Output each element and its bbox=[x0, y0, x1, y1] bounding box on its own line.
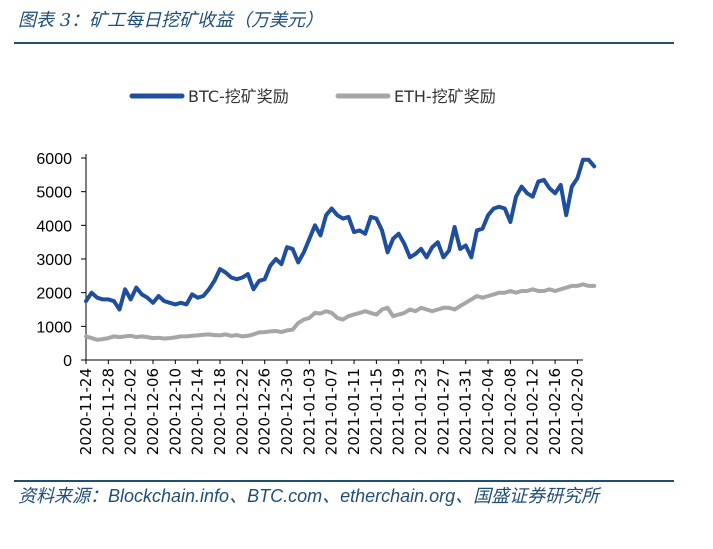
legend-label-btc: BTC-挖矿奖励 bbox=[188, 87, 289, 106]
source-rule bbox=[14, 480, 674, 482]
source-separator: 、 bbox=[229, 486, 248, 507]
x-tick-label: 2021-02-20 bbox=[568, 368, 586, 455]
x-tick-label: 2020-12-06 bbox=[144, 368, 162, 455]
source-separator: 、 bbox=[455, 486, 474, 507]
x-tick-label: 2020-11-24 bbox=[77, 368, 95, 455]
y-tick-label: 4000 bbox=[36, 218, 72, 235]
x-tick-label: 2021-01-19 bbox=[390, 368, 408, 455]
x-tick-label: 2020-12-26 bbox=[256, 368, 274, 455]
x-tick-label: 2020-12-10 bbox=[166, 368, 184, 455]
source-separator: 、 bbox=[322, 486, 341, 507]
series-line-btc bbox=[84, 157, 597, 312]
source-item: BTC.com bbox=[247, 486, 323, 506]
x-tick-label: 2020-12-22 bbox=[233, 368, 251, 455]
x-tick-label: 2020-12-30 bbox=[278, 368, 296, 455]
x-tick-label: 2021-01-11 bbox=[345, 368, 363, 455]
y-tick-label: 6000 bbox=[36, 151, 72, 168]
x-tick-label: 2021-01-31 bbox=[457, 368, 475, 455]
y-tick-label: 2000 bbox=[36, 286, 72, 303]
x-tick-label: 2021-02-04 bbox=[479, 368, 497, 455]
x-tick-label: 2021-02-08 bbox=[501, 368, 519, 455]
x-tick-label: 2021-01-27 bbox=[434, 368, 452, 455]
x-tick-label: 2020-12-14 bbox=[189, 368, 207, 455]
x-tick-label: 2020-11-28 bbox=[99, 368, 117, 455]
x-tick-label: 2020-12-18 bbox=[211, 368, 229, 455]
source-note: 资料来源：Blockchain.info、BTC.com、etherchain.… bbox=[18, 485, 668, 508]
x-tick-label: 2021-02-16 bbox=[546, 368, 564, 455]
x-tick-label: 2021-02-12 bbox=[524, 368, 542, 455]
series-line-eth bbox=[84, 282, 597, 342]
x-tick-label: 2021-01-03 bbox=[300, 368, 318, 455]
figure-title: 图表 3：矿工每日挖矿收益（万美元） bbox=[18, 10, 324, 31]
y-tick-label: 3000 bbox=[36, 252, 72, 269]
x-tick-label: 2021-01-07 bbox=[323, 368, 341, 455]
x-tick-label: 2021-01-23 bbox=[412, 368, 430, 455]
source-item: Blockchain.info bbox=[108, 486, 230, 506]
y-tick-label: 5000 bbox=[36, 185, 72, 202]
legend-label-eth: ETH-挖矿奖励 bbox=[394, 87, 496, 106]
source-item: etherchain.org bbox=[340, 486, 456, 506]
x-tick-label: 2021-01-15 bbox=[367, 368, 385, 455]
source-item: 国盛证券研究所 bbox=[473, 486, 600, 507]
y-tick-label: 1000 bbox=[36, 319, 72, 336]
y-tick-label: 0 bbox=[63, 353, 72, 370]
title-rule bbox=[14, 42, 674, 44]
source-label: 资料来源： bbox=[18, 486, 108, 507]
x-tick-label: 2020-12-02 bbox=[122, 368, 140, 455]
